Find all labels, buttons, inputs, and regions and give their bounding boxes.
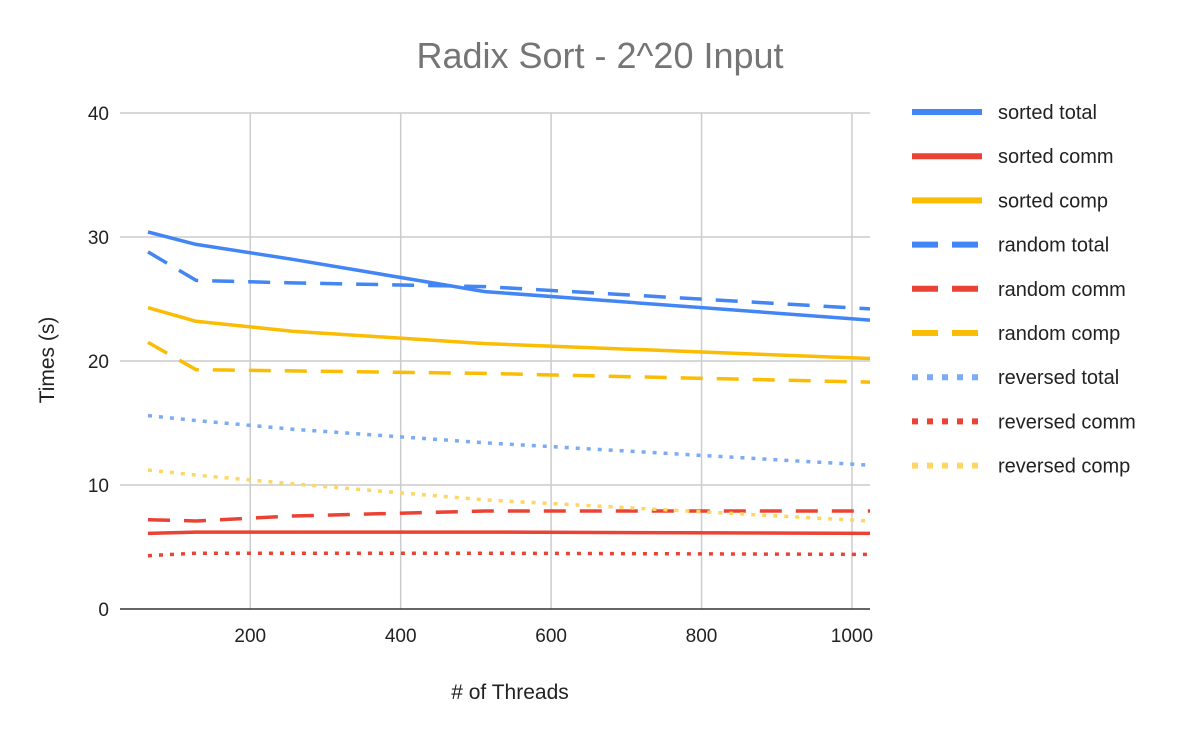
legend-label: sorted total [998, 102, 1097, 124]
series-line-reversed-comm [147, 551, 871, 558]
series-line-reversed-comp [147, 468, 871, 523]
y-tick-label: 10 [88, 476, 109, 497]
chart-title: Radix Sort - 2^20 Input [416, 35, 783, 76]
legend-label: random total [998, 235, 1109, 257]
legend-label: reversed total [998, 367, 1119, 389]
y-tick-label: 30 [88, 228, 109, 249]
y-axis-title: Times (s) [36, 317, 59, 404]
legend-item: reversed comp [912, 456, 1130, 478]
legend-item: sorted comm [912, 146, 1114, 168]
legend-item: random comm [912, 279, 1126, 301]
series-layer [147, 230, 871, 558]
legend-label: reversed comp [998, 456, 1130, 478]
series-line-random-total [147, 250, 871, 311]
legend-item: reversed total [912, 367, 1119, 389]
x-tick-label: 200 [234, 626, 266, 647]
legend-label: random comp [998, 323, 1120, 345]
legend-item: reversed comm [912, 411, 1136, 433]
series-line-sorted-comm [147, 530, 871, 536]
y-tick-label: 40 [88, 104, 109, 125]
x-tick-label: 600 [535, 626, 567, 647]
series-line-sorted-comp [147, 306, 871, 361]
axis-layer: 0 10 20 30 40 200 400 600 800 1000 [88, 104, 873, 647]
series-line-reversed-total [147, 413, 871, 467]
legend-label: sorted comm [998, 146, 1114, 168]
x-tick-label: 400 [385, 626, 417, 647]
x-axis-title: # of Threads [451, 681, 569, 704]
series-line-sorted-total [147, 230, 871, 322]
legend-item: sorted total [912, 102, 1097, 124]
x-tick-label: 800 [686, 626, 718, 647]
legend-item: random comp [912, 323, 1120, 345]
legend-label: sorted comp [998, 190, 1108, 212]
legend-item: random total [912, 235, 1109, 257]
legend-item: sorted comp [912, 190, 1108, 212]
legend: sorted total sorted comm sorted comp random… [912, 102, 1136, 478]
legend-label: reversed comm [998, 411, 1136, 433]
series-line-random-comp [147, 340, 871, 384]
y-tick-label: 20 [88, 352, 109, 373]
y-tick-label: 0 [98, 600, 109, 621]
grid-layer [120, 112, 870, 609]
series-line-random-comm [147, 509, 870, 523]
legend-label: random comm [998, 279, 1126, 301]
x-tick-label: 1000 [831, 626, 873, 647]
